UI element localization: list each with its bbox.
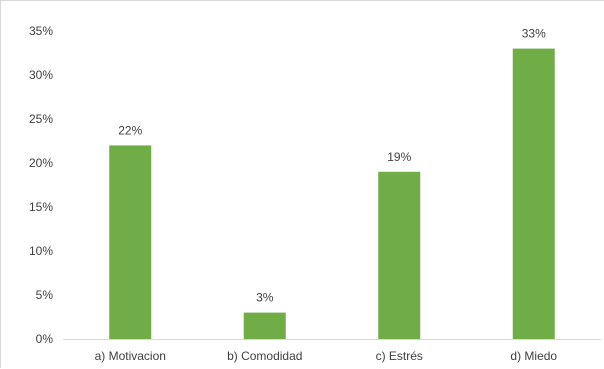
y-tick-label: 30% — [29, 68, 53, 82]
bar — [378, 171, 421, 339]
bar-value-label: 22% — [118, 123, 142, 137]
bar — [109, 145, 152, 339]
x-category-label: d) Miedo — [510, 349, 557, 363]
y-tick-label: 10% — [29, 244, 53, 258]
bar — [243, 312, 286, 339]
bar-value-label: 3% — [256, 291, 274, 305]
bar-value-label: 33% — [522, 27, 546, 41]
bar — [512, 48, 555, 339]
y-tick-label: 20% — [29, 156, 53, 170]
bars — [109, 48, 555, 339]
y-tick-label: 15% — [29, 200, 53, 214]
y-tick-label: 35% — [29, 24, 53, 38]
x-category-label: a) Motivacion — [95, 349, 166, 363]
bar-value-label: 19% — [387, 150, 411, 164]
data-labels: 22% 3% 19% 33% — [118, 27, 546, 305]
category-labels: a) Motivacion b) Comodidad c) Estrés d) Mie… — [95, 349, 558, 363]
x-category-label: b) Comodidad — [227, 349, 302, 363]
y-axis-ticks: 0% 5% 10% 15% 20% 25% 30% 35% — [29, 24, 53, 346]
x-category-label: c) Estrés — [376, 349, 423, 363]
y-tick-label: 5% — [36, 288, 54, 302]
y-tick-label: 0% — [36, 332, 54, 346]
y-tick-label: 25% — [29, 112, 53, 126]
